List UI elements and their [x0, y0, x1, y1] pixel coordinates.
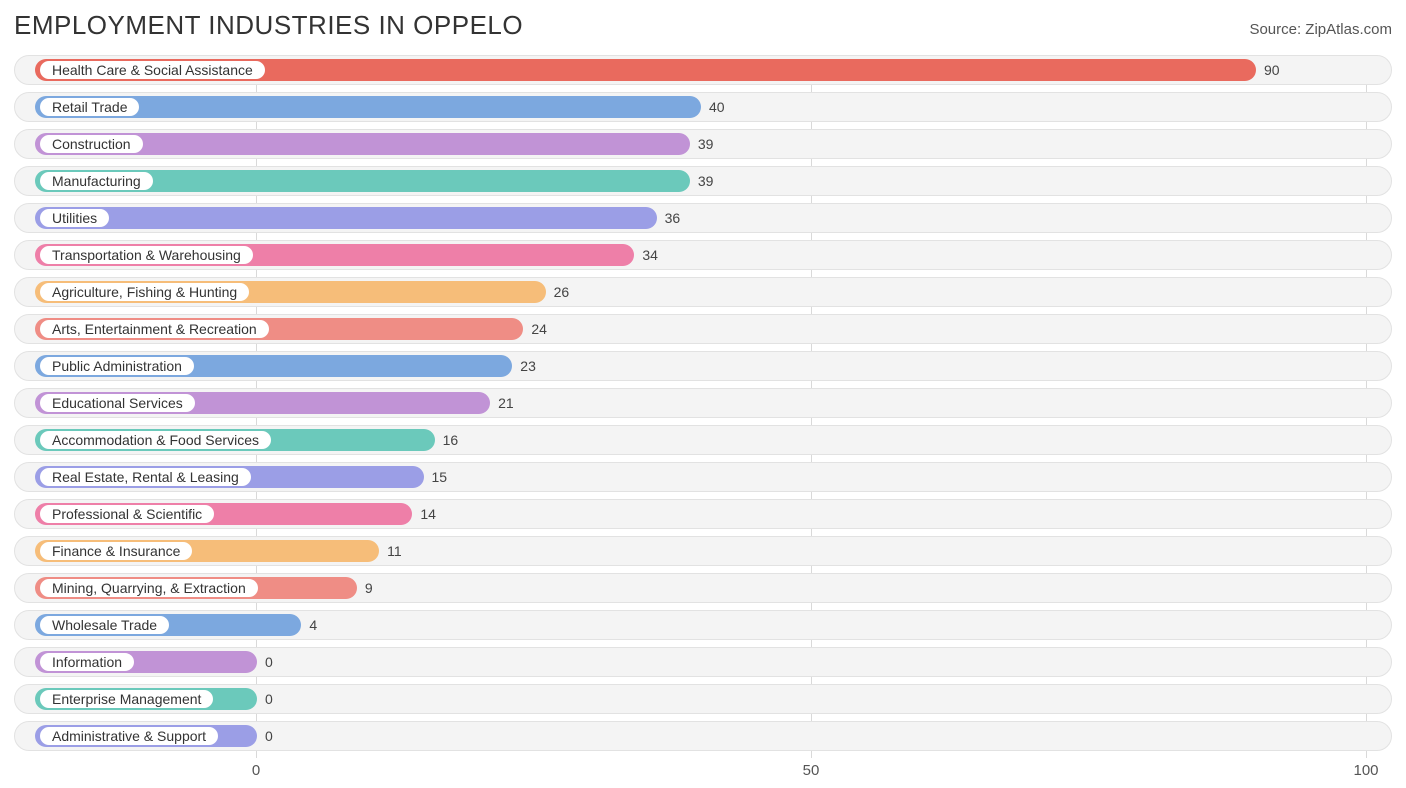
bar-row: Manufacturing 39 — [14, 166, 1392, 196]
bar-row: Educational Services 21 — [14, 388, 1392, 418]
bar-label: Manufacturing — [38, 170, 155, 192]
bar-label: Finance & Insurance — [38, 540, 194, 562]
bar-value: 0 — [257, 648, 273, 676]
bar-label: Administrative & Support — [38, 725, 220, 747]
bar-value: 0 — [257, 685, 273, 713]
bar-value: 34 — [634, 241, 658, 269]
bar-row: Wholesale Trade 4 — [14, 610, 1392, 640]
bar-value: 39 — [690, 167, 714, 195]
bar-label: Mining, Quarrying, & Extraction — [38, 577, 260, 599]
bar-fill — [35, 207, 657, 229]
chart-header: EMPLOYMENT INDUSTRIES IN OPPELO Source: … — [14, 10, 1392, 41]
x-axis: 0 50 100 — [14, 758, 1392, 788]
axis-tick: 50 — [803, 762, 820, 779]
bar-value: 39 — [690, 130, 714, 158]
bar-value: 90 — [1256, 56, 1280, 84]
bar-label: Utilities — [38, 207, 111, 229]
bar-row: Utilities 36 — [14, 203, 1392, 233]
bar-label: Public Administration — [38, 355, 196, 377]
bar-row: Arts, Entertainment & Recreation 24 — [14, 314, 1392, 344]
bar-value: 0 — [257, 722, 273, 750]
bar-row: Professional & Scientific 14 — [14, 499, 1392, 529]
bar-row: Real Estate, Rental & Leasing 15 — [14, 462, 1392, 492]
bar-value: 14 — [412, 500, 436, 528]
bar-value: 21 — [490, 389, 514, 417]
bar-label: Educational Services — [38, 392, 197, 414]
bar-label: Health Care & Social Assistance — [38, 59, 267, 81]
bar-label: Accommodation & Food Services — [38, 429, 273, 451]
bar-row: Enterprise Management 0 — [14, 684, 1392, 714]
bar-label: Information — [38, 651, 136, 673]
bar-label: Transportation & Warehousing — [38, 244, 255, 266]
bar-row: Health Care & Social Assistance 90 — [14, 55, 1392, 85]
bar-label: Wholesale Trade — [38, 614, 171, 636]
bar-row: Public Administration 23 — [14, 351, 1392, 381]
chart-title: EMPLOYMENT INDUSTRIES IN OPPELO — [14, 10, 523, 41]
bar-value: 15 — [424, 463, 448, 491]
chart-source: Source: ZipAtlas.com — [1249, 21, 1392, 38]
bar-value: 9 — [357, 574, 373, 602]
bar-row: Retail Trade 40 — [14, 92, 1392, 122]
bar-row: Finance & Insurance 11 — [14, 536, 1392, 566]
bar-row: Accommodation & Food Services 16 — [14, 425, 1392, 455]
bar-label: Retail Trade — [38, 96, 141, 118]
bar-value: 11 — [379, 537, 402, 565]
bar-row: Agriculture, Fishing & Hunting 26 — [14, 277, 1392, 307]
bar-label: Real Estate, Rental & Leasing — [38, 466, 253, 488]
bar-value: 4 — [301, 611, 317, 639]
axis-tick: 0 — [252, 762, 260, 779]
bar-value: 26 — [546, 278, 570, 306]
chart-area: Health Care & Social Assistance90Retail … — [14, 55, 1392, 788]
bar-value: 40 — [701, 93, 725, 121]
bar-row: Transportation & Warehousing 34 — [14, 240, 1392, 270]
bar-label: Enterprise Management — [38, 688, 215, 710]
bar-value: 24 — [523, 315, 547, 343]
bar-row: Information 0 — [14, 647, 1392, 677]
chart-container: EMPLOYMENT INDUSTRIES IN OPPELO Source: … — [0, 0, 1406, 788]
bar-label: Agriculture, Fishing & Hunting — [38, 281, 251, 303]
bar-value: 23 — [512, 352, 536, 380]
bar-row: Construction 39 — [14, 129, 1392, 159]
bar-value: 16 — [435, 426, 459, 454]
bar-label: Construction — [38, 133, 145, 155]
bar-value: 36 — [657, 204, 681, 232]
bar-label: Arts, Entertainment & Recreation — [38, 318, 271, 340]
bar-label: Professional & Scientific — [38, 503, 216, 525]
chart-rows: Health Care & Social Assistance90Retail … — [14, 55, 1392, 751]
bar-row: Mining, Quarrying, & Extraction 9 — [14, 573, 1392, 603]
bar-row: Administrative & Support 0 — [14, 721, 1392, 751]
axis-tick: 100 — [1353, 762, 1378, 779]
